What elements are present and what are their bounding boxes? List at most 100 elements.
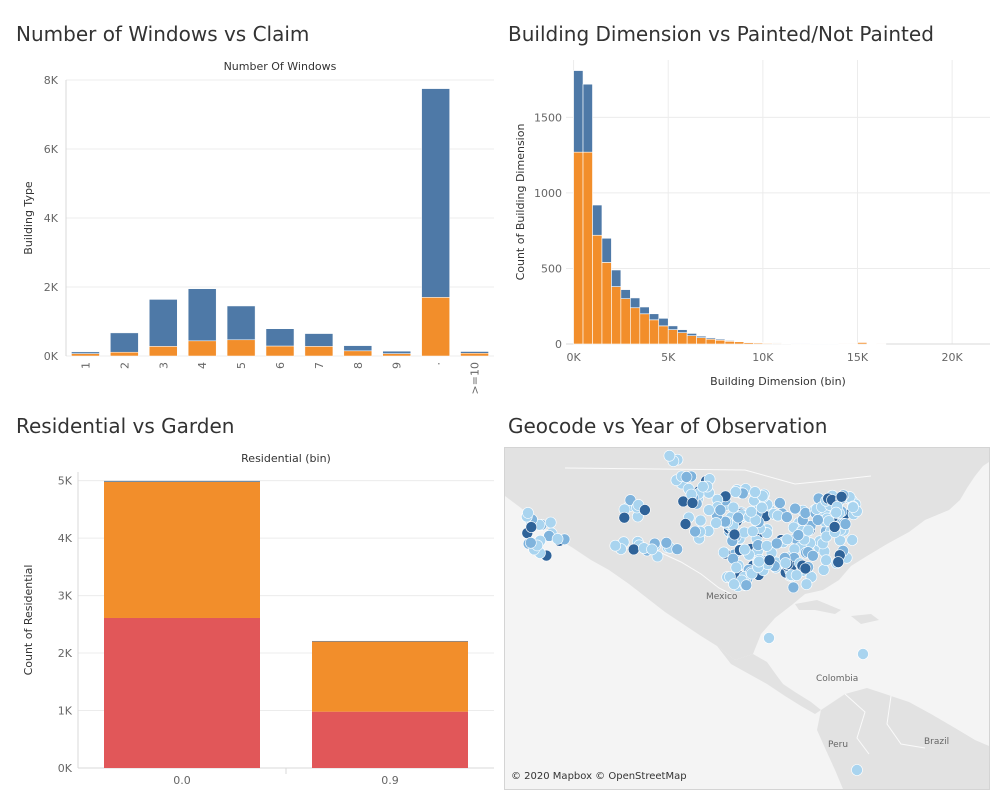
dimension-bar-not-painted[interactable]: [838, 343, 849, 345]
map-point[interactable]: [728, 578, 740, 590]
map-point[interactable]: [740, 579, 753, 591]
map-point[interactable]: [800, 578, 813, 590]
dimension-bar-not-painted[interactable]: [677, 332, 688, 345]
map-point[interactable]: [728, 528, 741, 541]
map-point[interactable]: [839, 518, 852, 530]
map-point[interactable]: [763, 632, 775, 644]
dimension-bar-not-painted[interactable]: [592, 234, 603, 345]
windows-bar-no-claim[interactable]: [71, 351, 100, 354]
windows-bar-claim[interactable]: [460, 352, 489, 357]
residential-bar-segment[interactable]: [104, 480, 260, 482]
map-point[interactable]: [761, 540, 773, 552]
map-point[interactable]: [790, 569, 803, 581]
dimension-bar-not-painted[interactable]: [857, 342, 868, 345]
residential-bar-segment[interactable]: [312, 641, 468, 712]
map-point[interactable]: [609, 539, 622, 552]
windows-bar-no-claim[interactable]: [421, 88, 450, 298]
dimension-bar-not-painted[interactable]: [582, 151, 593, 345]
dimension-bar-painted[interactable]: [582, 83, 593, 153]
map-point[interactable]: [781, 533, 794, 546]
dimension-bar-painted[interactable]: [677, 329, 688, 333]
dimension-bar-not-painted[interactable]: [734, 341, 745, 345]
residential-bar-segment[interactable]: [312, 711, 468, 768]
map-point[interactable]: [727, 501, 740, 514]
dimension-bar-painted[interactable]: [743, 341, 754, 343]
dimension-bar-not-painted[interactable]: [658, 325, 669, 345]
map-point[interactable]: [756, 501, 768, 514]
map-point[interactable]: [689, 525, 701, 538]
dimension-bar-not-painted[interactable]: [601, 262, 612, 345]
map-point[interactable]: [807, 550, 819, 562]
map-point[interactable]: [710, 517, 722, 529]
map-point[interactable]: [817, 564, 830, 576]
windows-bar-no-claim[interactable]: [226, 305, 256, 341]
map-point[interactable]: [660, 537, 673, 549]
map-point[interactable]: [697, 480, 709, 493]
residential-bar-segment[interactable]: [312, 640, 468, 642]
dimension-bar-not-painted[interactable]: [611, 286, 622, 345]
map-point[interactable]: [830, 506, 842, 519]
map-point[interactable]: [802, 524, 815, 537]
map-point[interactable]: [857, 648, 869, 660]
map-point[interactable]: [703, 504, 715, 516]
map-point[interactable]: [522, 507, 534, 519]
dimension-bar-not-painted[interactable]: [686, 335, 697, 345]
windows-bar-claim[interactable]: [149, 346, 178, 357]
windows-bar-claim[interactable]: [343, 350, 373, 357]
windows-bar-claim[interactable]: [226, 339, 256, 357]
dimension-bar-painted[interactable]: [630, 297, 641, 309]
residential-bar-segment[interactable]: [104, 617, 260, 768]
dimension-bar-painted[interactable]: [573, 70, 584, 153]
map-point[interactable]: [851, 764, 863, 776]
dimension-bar-painted[interactable]: [753, 342, 764, 344]
map-point[interactable]: [639, 504, 651, 516]
dimension-bar-not-painted[interactable]: [648, 319, 660, 345]
dimension-bar-painted[interactable]: [686, 333, 697, 336]
dimension-bar-not-painted[interactable]: [639, 313, 650, 345]
dimension-bar-painted[interactable]: [790, 343, 802, 345]
map-point[interactable]: [832, 556, 845, 568]
map-point[interactable]: [738, 543, 751, 556]
windows-bar-no-claim[interactable]: [343, 345, 373, 352]
windows-bar-no-claim[interactable]: [304, 333, 334, 347]
dimension-bar-painted[interactable]: [819, 343, 830, 345]
dimension-bar-painted[interactable]: [592, 204, 603, 236]
map-point[interactable]: [525, 521, 538, 533]
map-point[interactable]: [729, 486, 742, 498]
map-point[interactable]: [714, 504, 727, 516]
dimension-bar-painted[interactable]: [800, 343, 811, 345]
dimension-bar-painted[interactable]: [620, 289, 631, 299]
map-point[interactable]: [789, 502, 801, 515]
windows-bar-no-claim[interactable]: [149, 299, 178, 347]
map-point[interactable]: [753, 555, 765, 568]
map-point[interactable]: [799, 562, 812, 575]
dimension-bar-not-painted[interactable]: [630, 307, 641, 345]
dimension-bar-not-painted[interactable]: [667, 329, 678, 345]
map-point[interactable]: [792, 529, 805, 541]
windows-bar-claim[interactable]: [71, 353, 100, 357]
dimension-bar-painted[interactable]: [734, 340, 745, 343]
dimension-bar-painted[interactable]: [809, 343, 820, 345]
map-point[interactable]: [544, 516, 557, 529]
residential-bar-segment[interactable]: [104, 481, 260, 618]
dimension-bar-painted[interactable]: [705, 337, 716, 340]
windows-bar-claim[interactable]: [265, 345, 295, 357]
dimension-bar-painted[interactable]: [658, 318, 669, 327]
windows-bar-no-claim[interactable]: [187, 288, 217, 342]
map-point[interactable]: [779, 557, 792, 569]
map-point[interactable]: [646, 543, 658, 556]
map-point[interactable]: [846, 534, 859, 546]
map-point[interactable]: [686, 497, 699, 509]
dimension-bar-painted[interactable]: [828, 343, 839, 345]
dimension-bar-not-painted[interactable]: [705, 338, 716, 345]
dimension-bar-not-painted[interactable]: [573, 151, 584, 345]
dimension-bar-painted[interactable]: [639, 306, 650, 315]
dimension-bar-painted[interactable]: [772, 342, 783, 344]
map-point[interactable]: [820, 554, 832, 566]
windows-bar-no-claim[interactable]: [460, 351, 489, 354]
map-point[interactable]: [828, 521, 841, 533]
map-point[interactable]: [718, 546, 730, 559]
map-point[interactable]: [679, 518, 692, 530]
dimension-bar-painted[interactable]: [781, 342, 792, 345]
dimension-bar-painted[interactable]: [601, 237, 612, 263]
